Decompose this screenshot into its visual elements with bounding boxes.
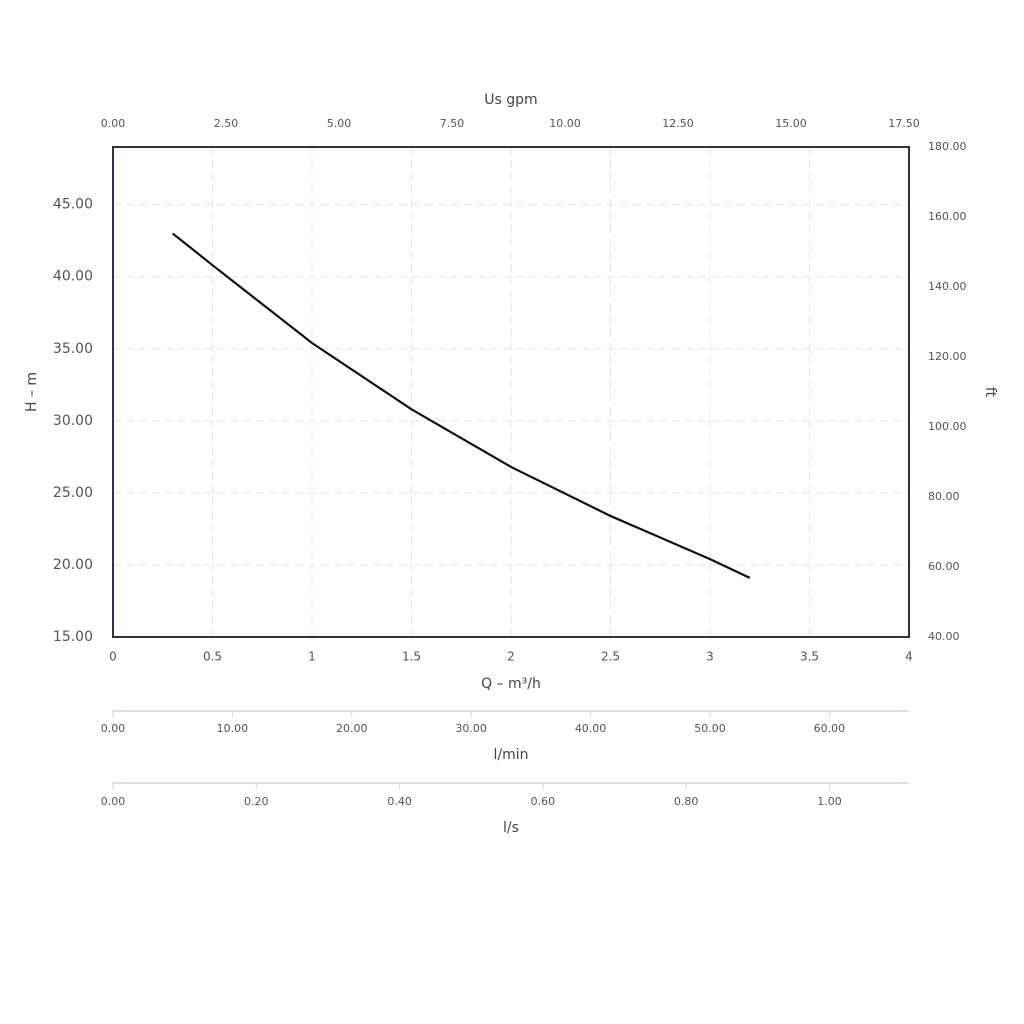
axis-tick-label: 20.00 [336, 722, 368, 735]
y2-tick-label: 120.00 [928, 350, 967, 363]
axis-tick-label: 0.20 [244, 795, 269, 808]
axis-tick-label: 0.00 [101, 795, 126, 808]
y-tick-label: 25.00 [53, 485, 93, 501]
x-tick-label: 0.5 [203, 650, 222, 664]
y2-axis-title: ft [982, 387, 998, 398]
x-tick-label: 1 [308, 650, 316, 664]
axis-tick-label: 60.00 [814, 722, 846, 735]
axis-title: l/min [493, 747, 528, 763]
x-tick-label: 3.5 [800, 650, 819, 664]
x-tick-label: 2.5 [601, 650, 620, 664]
y2-tick-label: 40.00 [928, 630, 960, 643]
y2-tick-label: 60.00 [928, 560, 960, 573]
axis-tick-label: 0.00 [101, 722, 126, 735]
axis-title: l/s [503, 820, 519, 836]
axis-tick-label: 12.50 [662, 117, 694, 130]
axis-tick-label: 0.00 [101, 117, 126, 130]
axis-tick-label: 7.50 [440, 117, 465, 130]
y2-tick-label: 180.00 [928, 140, 967, 153]
y2-tick-label: 140.00 [928, 280, 967, 293]
y2-tick-label: 100.00 [928, 420, 967, 433]
axis-tick-label: 1.00 [817, 795, 842, 808]
axis-tick-label: 5.00 [327, 117, 352, 130]
x-axis-title: Q – m³/h [481, 676, 541, 692]
axis-title: Us gpm [484, 92, 537, 108]
axis-tick-label: 2.50 [214, 117, 239, 130]
axis-tick-label: 10.00 [217, 722, 249, 735]
x-tick-label: 4 [905, 650, 913, 664]
axis-tick-label: 40.00 [575, 722, 607, 735]
axis-tick-label: 30.00 [455, 722, 487, 735]
axis-tick-label: 0.40 [387, 795, 412, 808]
y-tick-label: 20.00 [53, 557, 93, 573]
axis-tick-label: 17.50 [888, 117, 920, 130]
y-axis-title: H – m [24, 372, 40, 412]
y-tick-label: 35.00 [53, 341, 93, 357]
axis-tick-label: 0.60 [531, 795, 556, 808]
y2-tick-label: 80.00 [928, 490, 960, 503]
axis-tick-label: 50.00 [694, 722, 726, 735]
axis-tick-label: 10.00 [549, 117, 581, 130]
axis-tick-label: 15.00 [775, 117, 807, 130]
pump-curve [172, 232, 751, 579]
plot-frame [112, 146, 910, 638]
y2-tick-label: 160.00 [928, 210, 967, 223]
y-tick-label: 15.00 [53, 629, 93, 645]
y-tick-label: 45.00 [53, 197, 93, 213]
y-tick-label: 40.00 [53, 269, 93, 285]
x-tick-label: 1.5 [402, 650, 421, 664]
y-tick-label: 30.00 [53, 413, 93, 429]
x-tick-label: 2 [507, 650, 515, 664]
x-tick-label: 3 [706, 650, 714, 664]
axis-tick-label: 0.80 [674, 795, 699, 808]
x-tick-label: 0 [109, 650, 117, 664]
